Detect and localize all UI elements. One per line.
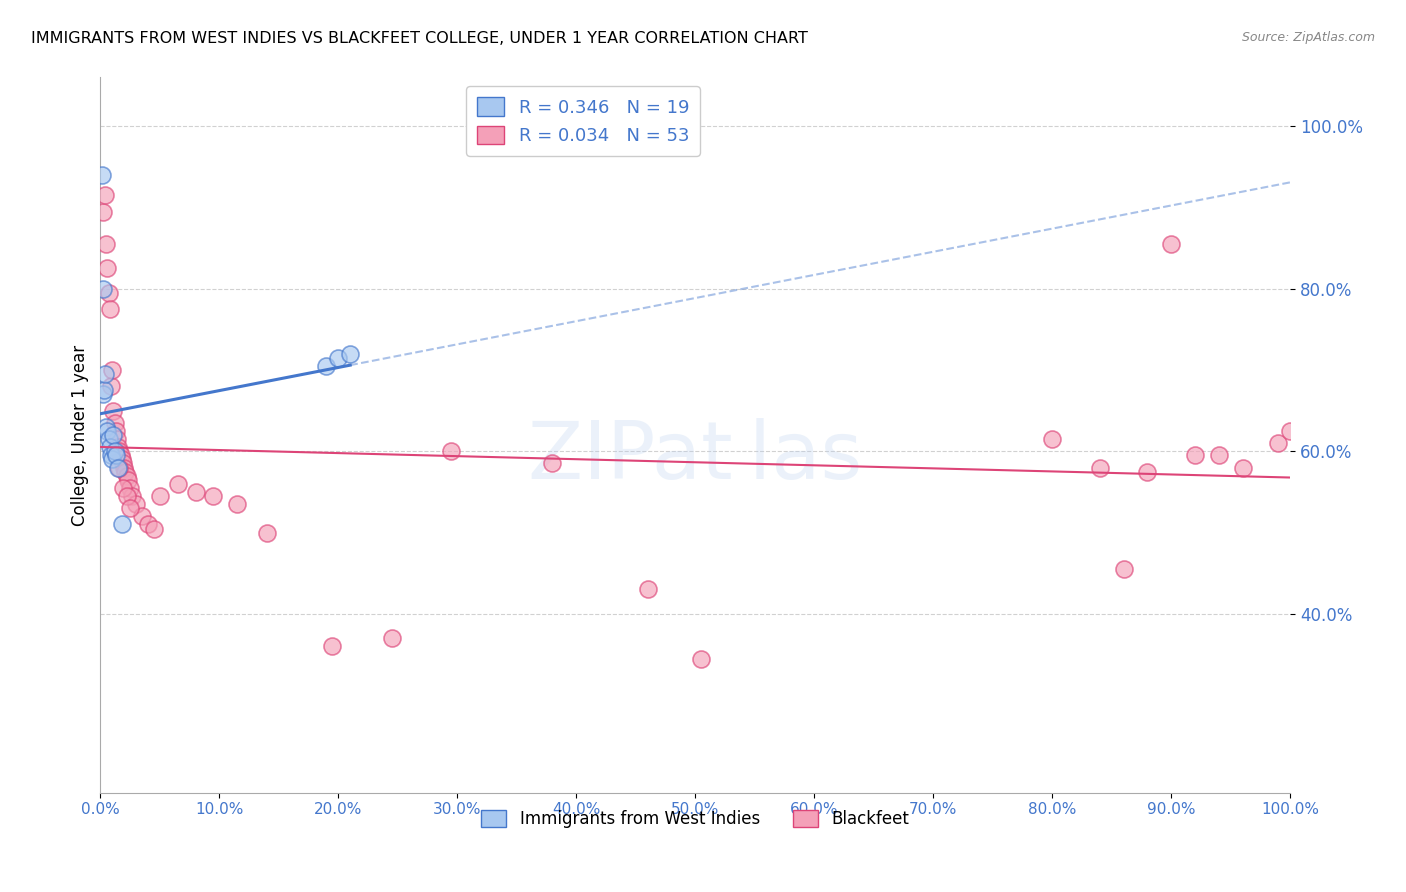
Legend: Immigrants from West Indies, Blackfeet: Immigrants from West Indies, Blackfeet bbox=[475, 803, 915, 834]
Point bbox=[100, 379, 122, 393]
Point bbox=[184, 485, 207, 500]
Point bbox=[1184, 448, 1206, 462]
Point bbox=[91, 204, 114, 219]
Point bbox=[94, 188, 117, 202]
Point bbox=[112, 460, 135, 475]
Point bbox=[202, 489, 225, 503]
Text: IMMIGRANTS FROM WEST INDIES VS BLACKFEET COLLEGE, UNDER 1 YEAR CORRELATION CHART: IMMIGRANTS FROM WEST INDIES VS BLACKFEET… bbox=[31, 31, 808, 46]
Point bbox=[1160, 237, 1182, 252]
Point bbox=[98, 301, 121, 316]
Point bbox=[637, 582, 659, 597]
Point bbox=[105, 432, 128, 446]
Point bbox=[131, 509, 153, 524]
Point bbox=[136, 517, 159, 532]
Point bbox=[96, 420, 118, 434]
Point bbox=[96, 237, 118, 252]
Point bbox=[103, 428, 125, 442]
Point bbox=[117, 473, 139, 487]
Point bbox=[115, 468, 138, 483]
Point bbox=[111, 517, 134, 532]
Point bbox=[1208, 448, 1230, 462]
Point bbox=[541, 457, 564, 471]
Point bbox=[1232, 460, 1254, 475]
Point bbox=[125, 497, 148, 511]
Point bbox=[321, 640, 343, 654]
Point bbox=[104, 416, 127, 430]
Point bbox=[440, 444, 463, 458]
Point bbox=[1088, 460, 1111, 475]
Point bbox=[115, 489, 138, 503]
Point bbox=[110, 448, 132, 462]
Point bbox=[111, 457, 134, 471]
Point bbox=[104, 448, 127, 462]
Point bbox=[98, 440, 121, 454]
Point bbox=[114, 465, 136, 479]
Point bbox=[328, 351, 350, 365]
Point bbox=[104, 444, 127, 458]
Point bbox=[166, 476, 188, 491]
Point bbox=[149, 489, 172, 503]
Point bbox=[121, 489, 143, 503]
Point bbox=[690, 651, 713, 665]
Point bbox=[96, 424, 118, 438]
Point bbox=[1112, 562, 1135, 576]
Point bbox=[1040, 432, 1063, 446]
Point bbox=[1279, 424, 1302, 438]
Point bbox=[339, 347, 361, 361]
Point bbox=[120, 481, 142, 495]
Point bbox=[90, 168, 112, 182]
Point bbox=[103, 403, 125, 417]
Point bbox=[111, 452, 134, 467]
Point bbox=[91, 387, 114, 401]
Point bbox=[100, 448, 122, 462]
Point bbox=[101, 452, 124, 467]
Point bbox=[107, 440, 129, 454]
Point bbox=[101, 363, 124, 377]
Point bbox=[142, 522, 165, 536]
Point bbox=[120, 501, 142, 516]
Point bbox=[381, 632, 404, 646]
Point bbox=[111, 481, 134, 495]
Point bbox=[97, 432, 120, 446]
Point bbox=[226, 497, 249, 511]
Point bbox=[97, 285, 120, 300]
Point bbox=[1136, 465, 1159, 479]
Point bbox=[108, 444, 131, 458]
Point bbox=[96, 261, 118, 276]
Y-axis label: College, Under 1 year: College, Under 1 year bbox=[72, 344, 89, 525]
Text: Source: ZipAtlas.com: Source: ZipAtlas.com bbox=[1241, 31, 1375, 45]
Point bbox=[91, 282, 114, 296]
Point bbox=[315, 359, 337, 373]
Point bbox=[256, 525, 278, 540]
Point bbox=[108, 460, 131, 475]
Point bbox=[94, 367, 117, 381]
Point bbox=[1267, 436, 1289, 450]
Point bbox=[104, 424, 127, 438]
Point bbox=[107, 460, 129, 475]
Point bbox=[93, 384, 115, 398]
Text: ZIPat las: ZIPat las bbox=[529, 417, 862, 495]
